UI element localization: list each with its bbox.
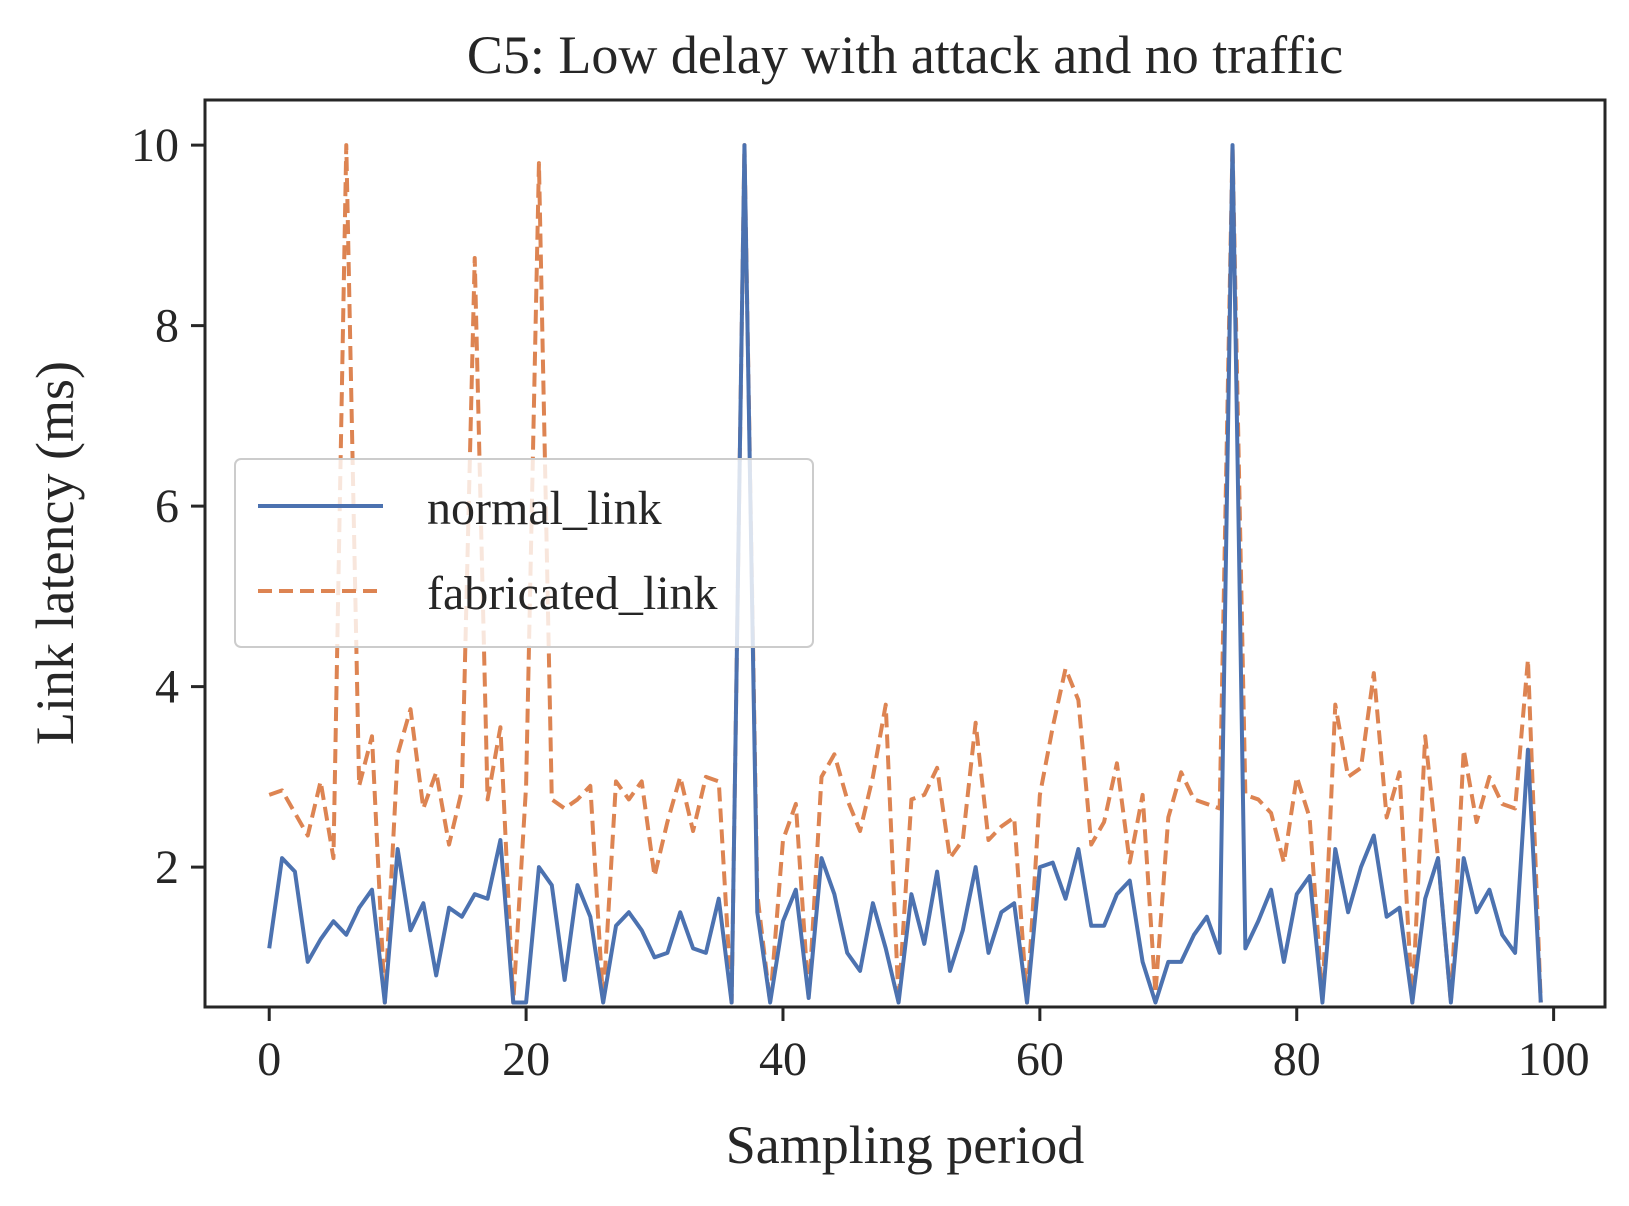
- chart-title: C5: Low delay with attack and no traffic: [467, 25, 1343, 85]
- plot-frame: [203, 98, 1607, 1009]
- x-tick-label: 40: [759, 1033, 807, 1086]
- legend: normal_link fabricated_link: [234, 458, 814, 648]
- x-tick-label: 100: [1518, 1033, 1590, 1086]
- x-axis: 0 20 40 60 80 100: [257, 1007, 1590, 1086]
- y-tick-label: 2: [155, 841, 179, 894]
- x-tick-label: 60: [1016, 1033, 1064, 1086]
- y-tick-label: 8: [155, 300, 179, 353]
- y-axis-label: Link latency (ms): [25, 361, 85, 745]
- series-line-normal-link: [267, 143, 1543, 1005]
- legend-label-fabricated-link: fabricated_link: [427, 567, 718, 620]
- x-tick-label: 0: [257, 1033, 281, 1086]
- legend-label-normal-link: normal_link: [427, 482, 662, 535]
- x-axis-label: Sampling period: [726, 1115, 1084, 1175]
- y-axis: 2 4 6 8 10: [131, 119, 205, 894]
- x-tick-label: 80: [1273, 1033, 1321, 1086]
- y-tick-label: 4: [155, 661, 179, 714]
- y-tick-label: 10: [131, 119, 179, 172]
- y-tick-label: 6: [155, 480, 179, 533]
- x-tick-label: 20: [502, 1033, 550, 1086]
